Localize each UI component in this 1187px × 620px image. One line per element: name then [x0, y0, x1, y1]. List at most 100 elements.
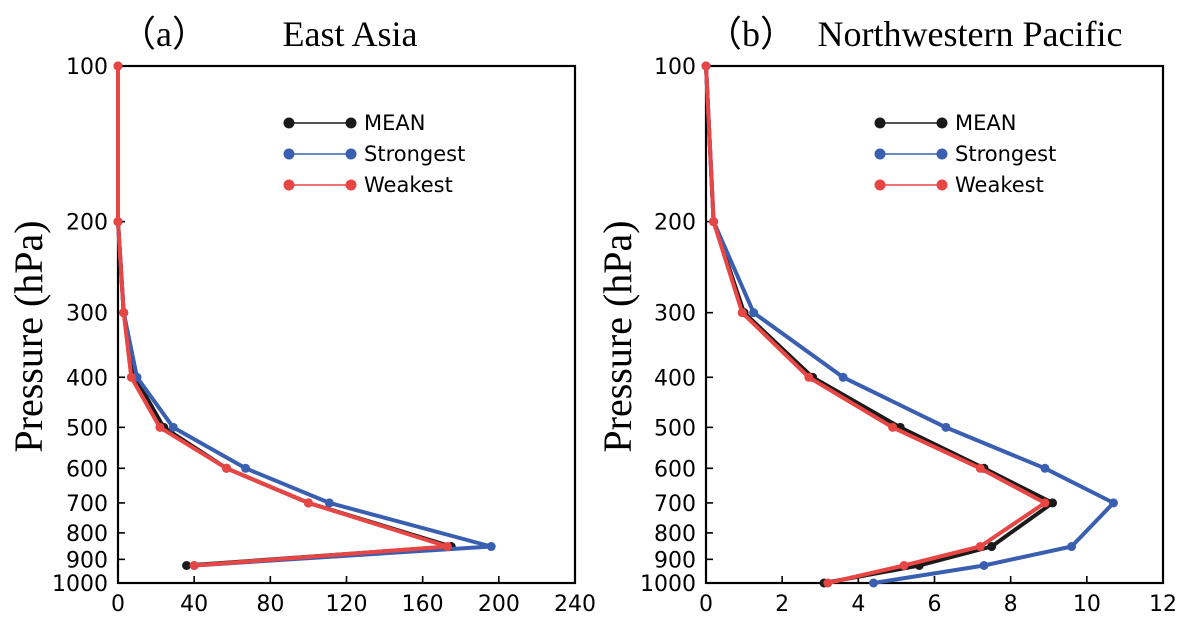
x-tick-label: 120: [326, 592, 368, 617]
x-tick-label: 6: [928, 592, 942, 617]
data-point-strongest: [1108, 498, 1118, 508]
x-tick-label: 200: [478, 592, 520, 617]
y-axis-label: Pressure (hPa): [595, 220, 640, 452]
data-point-weakest: [126, 372, 136, 382]
data-point-strongest: [168, 422, 178, 432]
y-tick-label: 800: [66, 522, 108, 547]
data-point-strongest: [838, 372, 848, 382]
legend-label: Weakest: [364, 173, 453, 197]
legend-marker: [936, 148, 948, 160]
data-point-mean: [1048, 498, 1058, 508]
data-point-weakest: [113, 217, 123, 227]
series-line-weakest: [704, 65, 1047, 585]
data-point-weakest: [975, 463, 985, 473]
y-tick-label: 600: [654, 457, 696, 482]
y-axis-label: Pressure (hPa): [6, 220, 51, 452]
y-tick-label: 100: [66, 55, 108, 80]
data-point-strongest: [941, 422, 951, 432]
legend-marker: [283, 117, 295, 129]
data-point-strongest: [749, 308, 759, 318]
y-tick-label: 1000: [52, 572, 108, 597]
plot-frame: [704, 64, 1165, 585]
chart-panel-2: 0 2 4 6 8 10 12 100 200 300 400 500 600 700 8009001000…: [595, 14, 1177, 617]
legend-marker: [874, 117, 886, 129]
data-point-weakest: [113, 61, 123, 71]
y-tick-label: 300: [66, 302, 108, 327]
data-point-weakest: [888, 422, 898, 432]
legend-marker: [936, 117, 948, 129]
legend-label: MEAN: [955, 111, 1016, 135]
y-tick-label: 600: [66, 457, 108, 482]
y-tick-label: 700: [654, 492, 696, 517]
legend-marker: [283, 148, 295, 160]
y-tick-label: 900: [654, 548, 696, 573]
chart-title: Northwestern Pacific: [818, 14, 1123, 54]
data-point-strongest: [324, 498, 334, 508]
x-tick-label: 2: [775, 592, 789, 617]
series-line-strongest: [116, 66, 494, 568]
data-point-weakest: [975, 542, 985, 552]
data-point-weakest: [1040, 498, 1050, 508]
data-point-weakest: [303, 498, 313, 508]
series-line-strongest: [704, 65, 1116, 585]
data-point-strongest: [486, 542, 496, 552]
y-tick-label: 300: [654, 302, 696, 327]
data-point-strongest: [1067, 542, 1077, 552]
data-point-mean: [182, 560, 192, 570]
series-line-mean: [116, 66, 454, 568]
data-point-weakest: [189, 560, 199, 570]
legend-marker: [874, 179, 886, 191]
x-tick-label: 80: [256, 592, 284, 617]
y-tick-label: 200: [66, 211, 108, 236]
chart-title: East Asia: [283, 14, 418, 54]
x-tick-label: 40: [180, 592, 208, 617]
data-point-weakest: [804, 372, 814, 382]
y-tick-label: 400: [66, 366, 108, 391]
data-point-weakest: [899, 560, 909, 570]
data-point-weakest: [222, 463, 232, 473]
x-tick-label: 12: [1149, 592, 1177, 617]
legend: MEAN Strongest Weakest: [283, 111, 465, 197]
panel-label: （b）: [706, 14, 796, 54]
legend-marker: [345, 117, 357, 129]
data-point-strongest: [1040, 463, 1050, 473]
legend-label: Strongest: [364, 142, 465, 166]
data-point-strongest: [979, 560, 989, 570]
legend: MEAN Strongest Weakest: [874, 111, 1056, 197]
y-tick-label: 500: [654, 416, 696, 441]
legend-label: Weakest: [955, 173, 1044, 197]
y-tick-label: 1000: [640, 572, 696, 597]
x-tick-label: 10: [1073, 592, 1101, 617]
y-tick-label: 100: [654, 55, 696, 80]
y-tick-label: 900: [66, 548, 108, 573]
data-point-weakest: [737, 308, 747, 318]
legend-marker: [345, 179, 357, 191]
legend-label: MEAN: [364, 111, 425, 135]
x-tick-label: 8: [1004, 592, 1018, 617]
series-line-weakest: [116, 66, 450, 568]
data-point-strongest: [241, 463, 251, 473]
x-tick-label: 240: [554, 592, 596, 617]
y-tick-label: 800: [654, 522, 696, 547]
legend-marker: [874, 148, 886, 160]
x-tick-label: 4: [851, 592, 865, 617]
y-tick-label: 700: [66, 492, 108, 517]
x-tick-label: 160: [402, 592, 444, 617]
data-point-strongest: [869, 578, 879, 588]
y-tick-label: 200: [654, 211, 696, 236]
data-point-weakest: [442, 542, 452, 552]
legend-marker: [283, 179, 295, 191]
data-point-weakest: [823, 578, 833, 588]
legend-label: Strongest: [955, 142, 1056, 166]
x-tick-label: 0: [699, 592, 713, 617]
data-point-weakest: [155, 422, 165, 432]
y-tick-label: 400: [654, 366, 696, 391]
chart-panel-1: 0 40 80 120 160 200 240 100 200 300 400 500 600 700 80…: [6, 14, 596, 617]
data-point-weakest: [701, 61, 711, 71]
panel-label: （a）: [120, 14, 208, 54]
x-tick-label: 0: [111, 592, 125, 617]
data-point-mean: [987, 542, 997, 552]
data-point-weakest: [709, 217, 719, 227]
legend-marker: [936, 179, 948, 191]
